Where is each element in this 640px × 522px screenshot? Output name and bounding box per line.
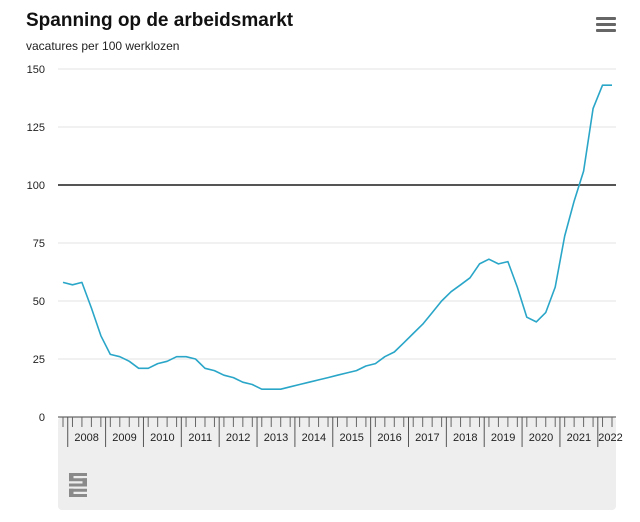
x-tick-label-2008: 2008 [74, 432, 98, 444]
x-tick-label-2011: 2011 [188, 432, 212, 444]
x-tick-label-2018: 2018 [453, 432, 477, 444]
x-tick-label-2021: 2021 [567, 432, 591, 444]
x-axis-ticks [62, 417, 613, 447]
x-tick-label-2020: 2020 [529, 432, 553, 444]
logo-segment [69, 494, 87, 497]
x-tick-label-2015: 2015 [339, 432, 363, 444]
y-tick-label-50: 50 [33, 296, 45, 308]
series-line [62, 84, 612, 391]
logo-segment [69, 473, 87, 476]
chart-title: Spanning op de arbeidsmarkt [26, 10, 294, 31]
y-tick-label-25: 25 [33, 354, 45, 366]
x-axis-band [58, 416, 616, 510]
series-group [62, 84, 612, 391]
logo-segment [69, 478, 87, 482]
y-tick-label-0: 0 [39, 412, 45, 424]
chart-subtitle: vacatures per 100 werklozen [26, 39, 180, 53]
y-tick-label-100: 100 [27, 180, 45, 192]
logo-segment [82, 478, 87, 487]
grid-lines [58, 68, 616, 360]
x-tick-label-2019: 2019 [491, 432, 515, 444]
cbs-logo [69, 473, 87, 497]
y-axis-labels: 0 25 50 75 100 125 150 [27, 64, 45, 424]
x-tick-label-2009: 2009 [112, 432, 136, 444]
x-tick-label-2022: 2022 [598, 432, 622, 444]
x-axis-background [58, 417, 616, 510]
x-axis-labels: 2008 2009 2010 2011 2012 2013 2014 2015 2016 2017… [74, 432, 622, 444]
x-tick-label-2012: 2012 [226, 432, 250, 444]
y-tick-label-75: 75 [33, 238, 45, 250]
y-tick-label-125: 125 [27, 122, 45, 134]
x-tick-label-2010: 2010 [150, 432, 174, 444]
x-tick-label-2016: 2016 [377, 432, 401, 444]
logo-segment [69, 488, 87, 492]
logo-segment [69, 473, 74, 481]
logo-segment [69, 488, 74, 497]
x-tick-label-2014: 2014 [302, 432, 326, 444]
x-tick-label-2017: 2017 [415, 432, 439, 444]
logo-segment [69, 483, 87, 487]
hamburger-menu-icon[interactable] [596, 17, 616, 33]
x-tick-label-2013: 2013 [264, 432, 288, 444]
y-tick-label-150: 150 [27, 64, 45, 76]
